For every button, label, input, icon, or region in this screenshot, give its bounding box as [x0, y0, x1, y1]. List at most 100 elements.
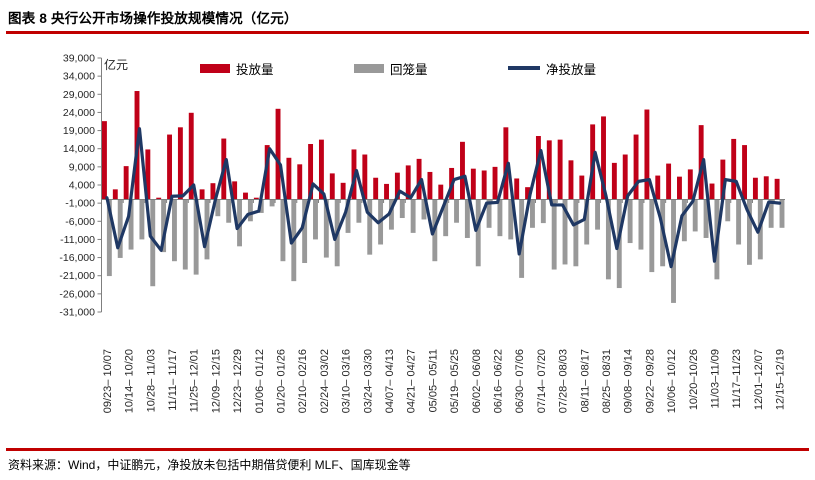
withdrawal-bar: [367, 199, 373, 255]
x-axis-label: 02/10– 02/16: [297, 349, 309, 413]
withdrawal-bar: [215, 199, 221, 217]
withdrawal-bar: [150, 199, 156, 287]
y-axis-tick-label: -1,000: [65, 198, 95, 210]
x-axis-label: 10/06– 10/12: [666, 349, 678, 413]
injection-bar: [687, 169, 693, 200]
omo-chart: 39,000 34,000 29,000 24,000 19,000 14,000 9,00…: [59, 53, 786, 414]
withdrawal-bar: [540, 199, 546, 224]
injection-bar: [698, 125, 704, 200]
title-divider-rule: [6, 31, 809, 34]
withdrawal-bar: [530, 199, 535, 228]
injection-bar: [156, 197, 162, 200]
injection-bar: [633, 134, 639, 200]
x-axis-label: 04/21– 04/27: [406, 349, 418, 413]
withdrawal-bar: [193, 199, 199, 275]
injection-swatch-icon: [200, 63, 230, 73]
injection-bar: [362, 154, 368, 200]
x-axis-label: 08/11– 08/17: [579, 349, 591, 412]
withdrawal-bar: [323, 199, 329, 258]
injection-bar: [525, 187, 531, 200]
x-axis-label: 07/28– 08/03: [558, 349, 570, 413]
x-axis-label: 09/22– 09/28: [644, 349, 656, 413]
legend-item-injection: 投放量: [200, 58, 274, 78]
y-axis-tick-label: 24,000: [63, 107, 95, 119]
injection-bar: [503, 127, 509, 200]
withdrawal-bar: [117, 199, 123, 258]
injection-bar: [340, 182, 346, 200]
injection-bar: [405, 165, 411, 200]
x-axis-label: 04/07– 04/13: [384, 349, 396, 413]
y-axis-tick-label: -6,000: [65, 216, 95, 228]
x-axis-label: 11/17–11/23: [731, 349, 743, 409]
withdrawal-bar: [779, 199, 785, 228]
injection-bar: [774, 178, 780, 200]
injection-bar: [644, 109, 650, 200]
withdrawal-bar: [605, 199, 611, 280]
net-line-swatch-icon: [508, 66, 540, 70]
withdrawal-swatch-icon: [354, 63, 384, 73]
withdrawal-bar: [313, 199, 318, 240]
withdrawal-bar: [595, 199, 601, 230]
withdrawal-bar: [226, 199, 232, 223]
injection-bar: [373, 177, 379, 200]
withdrawal-bar: [454, 199, 459, 223]
injection-bar: [112, 189, 118, 200]
y-axis-tick-label: -16,000: [59, 252, 95, 264]
y-axis-tick-label: 9,000: [69, 161, 95, 173]
injection-bar: [492, 166, 498, 200]
injection-bar: [470, 168, 476, 200]
y-axis-tick-label: 39,000: [63, 53, 95, 65]
withdrawal-bar: [388, 199, 394, 230]
injection-bar: [557, 139, 563, 200]
net-injection-line: [105, 127, 782, 269]
withdrawal-bar: [508, 199, 514, 240]
withdrawal-bar: [421, 199, 427, 220]
x-axis-label: 11/11– 11/17: [167, 349, 179, 411]
x-axis-label: 02/24– 03/02: [319, 349, 331, 413]
x-axis-label: 06/30– 07/06: [514, 349, 526, 413]
x-axis-label: 06/02– 06/08: [471, 349, 483, 413]
legend-label-injection: 投放量: [236, 62, 274, 77]
withdrawal-bar: [703, 199, 709, 238]
x-axis-label: 10/28– 11/03: [145, 349, 157, 412]
injection-bar: [384, 183, 389, 200]
x-axis-label: 05/19– 05/25: [449, 349, 461, 413]
injection-bar: [666, 163, 672, 200]
legend-label-net: 净投放量: [546, 62, 597, 77]
withdrawal-bar: [172, 199, 177, 262]
y-axis-tick-label: 19,000: [63, 125, 95, 137]
withdrawal-bar: [736, 199, 742, 245]
injection-bar: [308, 144, 314, 200]
injection-bar: [514, 178, 520, 200]
injection-bar: [742, 145, 747, 200]
y-axis-tick-label: 14,000: [63, 143, 95, 155]
injection-bar: [199, 189, 205, 200]
withdrawal-bar: [139, 199, 145, 240]
injection-bar: [427, 171, 433, 200]
injection-bar: [167, 134, 172, 200]
withdrawal-bar: [638, 199, 644, 250]
injection-bar: [188, 112, 194, 200]
injection-bar: [123, 166, 129, 200]
withdrawal-bar: [161, 199, 167, 253]
withdrawal-bar: [399, 199, 405, 219]
injection-bar: [709, 183, 715, 200]
withdrawal-bar: [280, 199, 286, 262]
x-axis-label: 09/23– 10/07: [102, 349, 114, 413]
injection-bar: [579, 175, 585, 200]
injection-bar: [546, 140, 552, 200]
legend-item-withdrawal: 回笼量: [354, 58, 428, 78]
x-axis-label: 12/09– 12/15: [210, 349, 222, 413]
injection-bar: [177, 127, 183, 200]
withdrawal-bar: [356, 199, 362, 223]
injection-bar: [210, 183, 216, 200]
x-axis-label: 08/25– 08/31: [601, 349, 613, 413]
legend-label-withdrawal: 回笼量: [390, 62, 428, 77]
x-axis-label: 01/20– 01/26: [276, 349, 288, 413]
y-axis-unit-label: 亿元: [104, 58, 129, 72]
withdrawal-bar: [768, 199, 774, 228]
injection-bar: [264, 145, 270, 200]
x-axis-label: 11/03–11/09: [709, 349, 721, 409]
x-axis-label: 10/20–10/26: [688, 349, 700, 410]
